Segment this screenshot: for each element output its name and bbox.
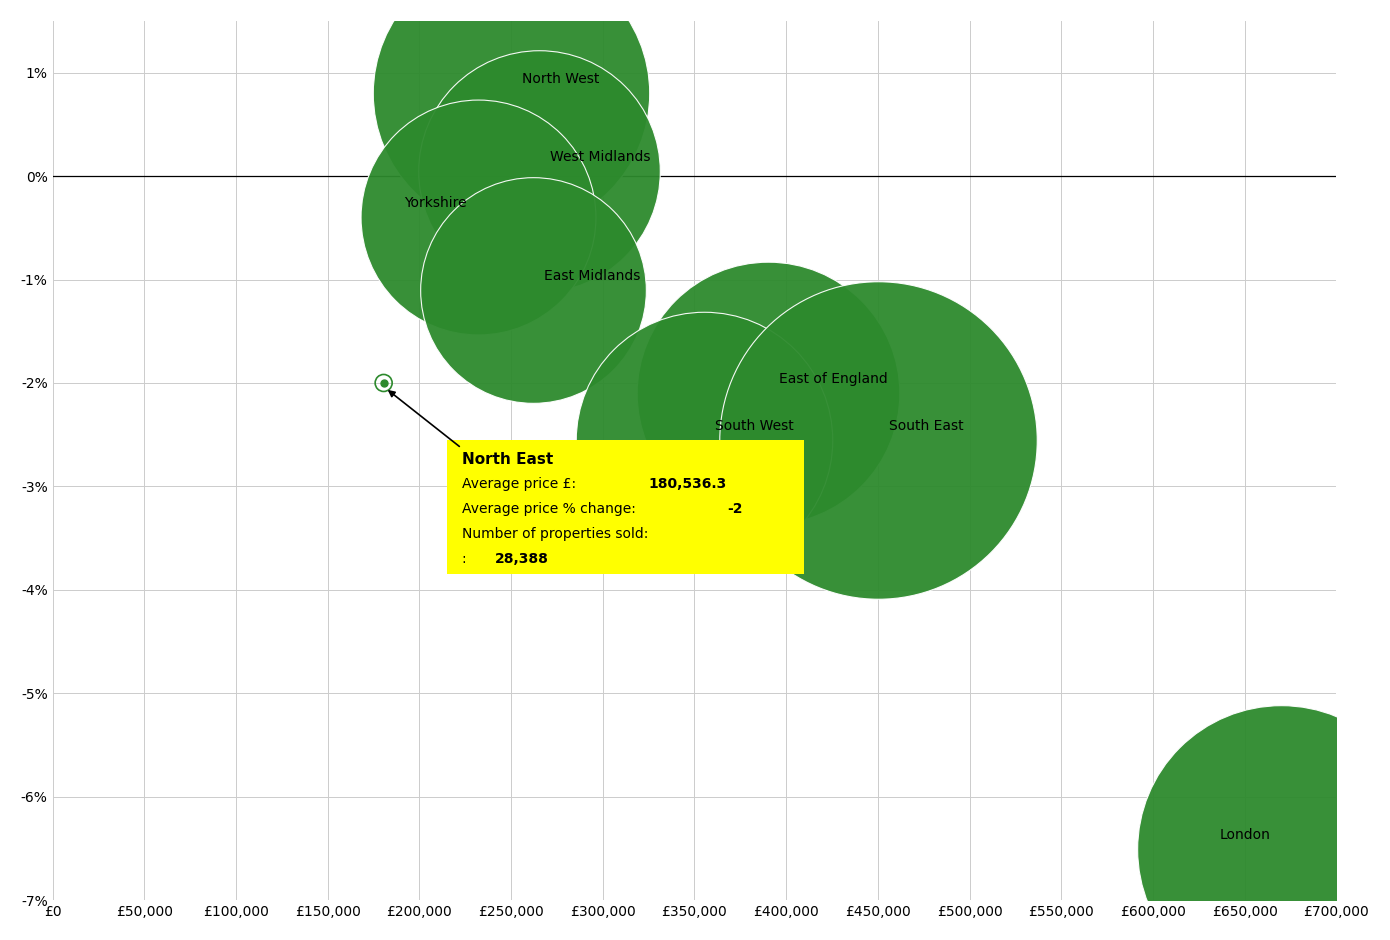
Text: West Midlands: West Midlands: [549, 149, 651, 164]
Point: [500, 86, 523, 101]
Point: [1270, 841, 1293, 856]
Point: [692, 432, 714, 447]
Text: East of England: East of England: [778, 372, 888, 386]
Text: South West: South West: [714, 419, 794, 433]
Point: [373, 375, 395, 390]
Text: North East: North East: [461, 452, 553, 467]
Text: Yorkshire: Yorkshire: [404, 196, 467, 211]
Text: Number of properties sold:: Number of properties sold:: [461, 526, 648, 540]
Text: North West: North West: [523, 72, 599, 86]
Text: Average price £:: Average price £:: [461, 478, 580, 491]
Text: South East: South East: [890, 419, 963, 433]
Text: London: London: [1219, 827, 1270, 841]
Text: -2: -2: [727, 502, 742, 516]
Text: :: :: [461, 552, 471, 566]
FancyBboxPatch shape: [446, 440, 805, 574]
Point: [521, 282, 543, 297]
Point: [467, 210, 489, 225]
Text: Average price % change:: Average price % change:: [461, 502, 639, 516]
Text: East Midlands: East Midlands: [543, 269, 641, 283]
Point: [867, 432, 890, 447]
Text: 28,388: 28,388: [495, 552, 549, 566]
Point: [527, 164, 549, 179]
Point: [373, 375, 395, 390]
Text: 180,536.3: 180,536.3: [649, 478, 727, 491]
Point: [756, 385, 778, 400]
